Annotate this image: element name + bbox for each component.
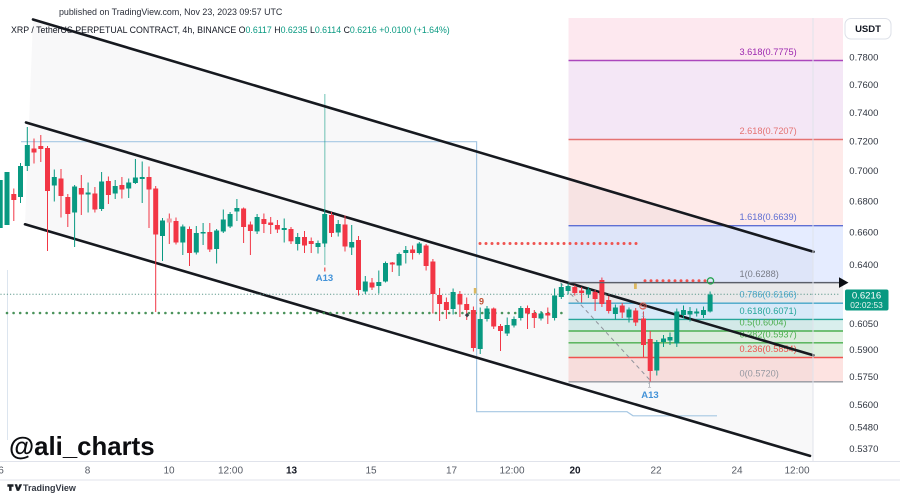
svg-text:0.382(0.5937): 0.382(0.5937) xyxy=(740,329,797,339)
svg-text:1(0.6288): 1(0.6288) xyxy=(740,269,779,279)
svg-text:9: 9 xyxy=(479,297,484,307)
svg-text:0.7400: 0.7400 xyxy=(849,108,878,119)
svg-text:0.618(0.6071): 0.618(0.6071) xyxy=(740,306,797,316)
svg-text:12:00: 12:00 xyxy=(218,466,243,477)
svg-text:20: 20 xyxy=(569,466,581,477)
svg-text:10: 10 xyxy=(163,466,175,477)
svg-text:0.6400: 0.6400 xyxy=(849,260,878,271)
svg-text:12:00: 12:00 xyxy=(784,466,809,477)
svg-text:A13: A13 xyxy=(641,390,658,401)
svg-text:USDT: USDT xyxy=(855,24,881,35)
svg-text:0.5370: 0.5370 xyxy=(849,444,878,455)
svg-text:0.6050: 0.6050 xyxy=(849,319,878,330)
svg-text:0.6800: 0.6800 xyxy=(849,196,878,207)
svg-text:0.7200: 0.7200 xyxy=(849,137,878,148)
svg-text:0.5(0.6004): 0.5(0.6004) xyxy=(740,318,787,328)
svg-text:15: 15 xyxy=(365,466,377,477)
svg-text:0.5900: 0.5900 xyxy=(849,345,878,356)
svg-text:0.5480: 0.5480 xyxy=(849,423,878,434)
svg-text:17: 17 xyxy=(446,466,458,477)
svg-text:13: 13 xyxy=(286,466,298,477)
svg-text:12:00: 12:00 xyxy=(499,466,524,477)
svg-text:9: 9 xyxy=(641,302,645,311)
svg-text:XRP / TetherUS PERPETUAL CONTR: XRP / TetherUS PERPETUAL CONTRACT, 4h, B… xyxy=(11,25,450,35)
svg-text:0(0.5720): 0(0.5720) xyxy=(740,368,779,378)
svg-text:0.7000: 0.7000 xyxy=(849,166,878,177)
svg-text:22: 22 xyxy=(650,466,662,477)
svg-text:0.236(0.5854): 0.236(0.5854) xyxy=(740,344,797,354)
svg-text:0.5750: 0.5750 xyxy=(849,372,878,383)
svg-text:A13: A13 xyxy=(316,273,333,284)
svg-text:1: 1 xyxy=(647,383,651,390)
svg-text:0.7600: 0.7600 xyxy=(849,80,878,91)
svg-text:TradingView: TradingView xyxy=(23,483,77,493)
svg-text:8: 8 xyxy=(85,466,91,477)
svg-text:@ali_charts: @ali_charts xyxy=(9,433,155,461)
svg-text:0.6216: 0.6216 xyxy=(852,291,881,302)
svg-text:24: 24 xyxy=(731,466,743,477)
svg-text:3.618(0.7775): 3.618(0.7775) xyxy=(740,47,797,57)
svg-text:0.786(0.6166): 0.786(0.6166) xyxy=(740,290,797,300)
svg-text:0.7800: 0.7800 xyxy=(849,53,878,64)
svg-text:0.5600: 0.5600 xyxy=(849,400,878,411)
svg-text:2.618(0.7207): 2.618(0.7207) xyxy=(740,126,797,136)
svg-text:0.6600: 0.6600 xyxy=(849,228,878,239)
svg-text:6: 6 xyxy=(0,466,4,477)
svg-text:published on TradingView.com,: published on TradingView.com, Nov 23, 20… xyxy=(59,7,283,17)
svg-text:02:02:53: 02:02:53 xyxy=(850,300,883,310)
svg-text:1: 1 xyxy=(641,312,645,319)
svg-text:1.618(0.6639): 1.618(0.6639) xyxy=(740,212,797,222)
